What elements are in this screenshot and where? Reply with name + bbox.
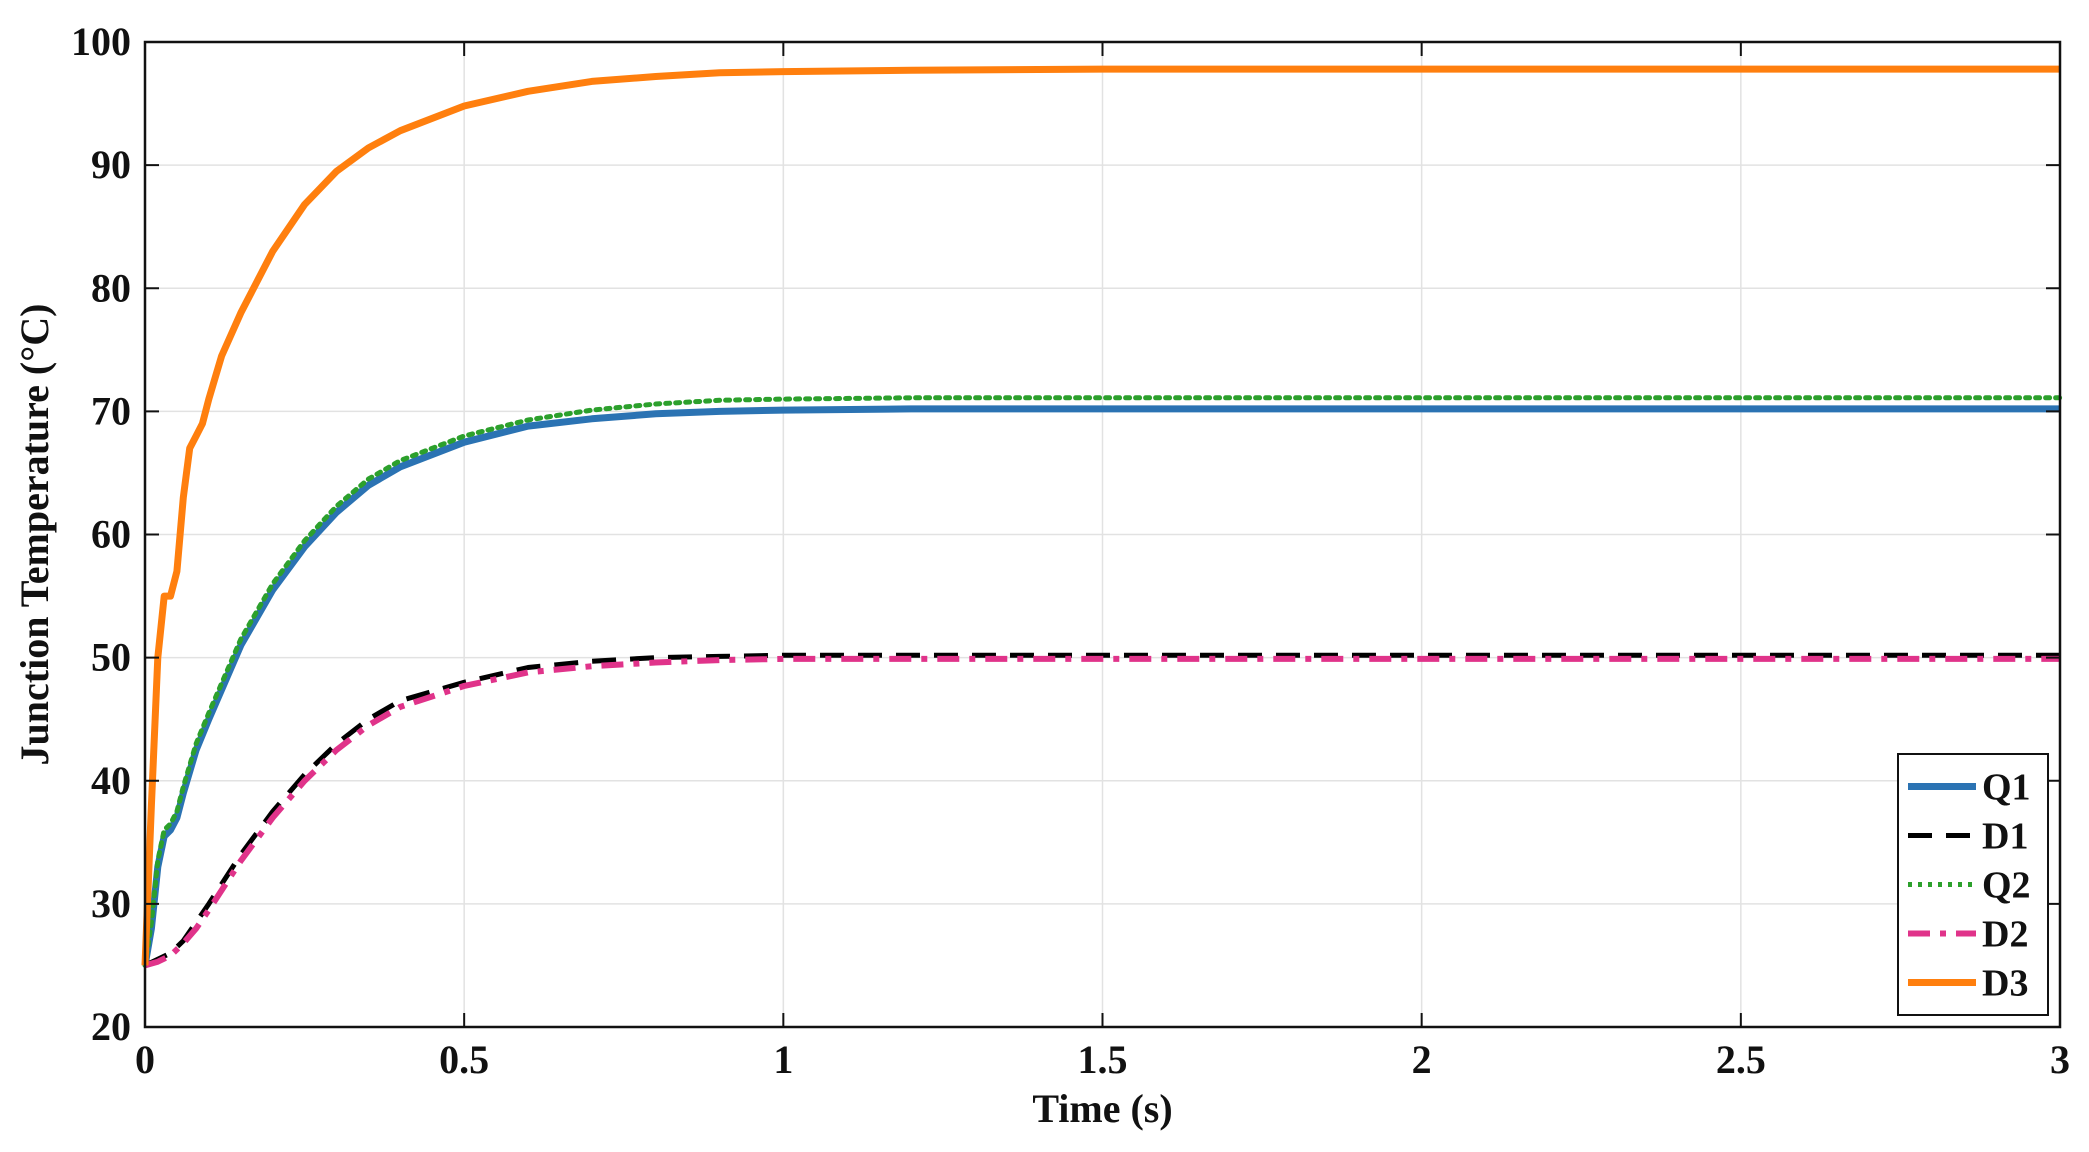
y-tick-label: 30 xyxy=(91,881,131,926)
legend-label-d2: D2 xyxy=(1982,914,2028,956)
legend: Q1 D1 Q2 D2 D3 xyxy=(1897,753,2049,1016)
y-tick-label: 90 xyxy=(91,142,131,187)
x-tick-label: 1.5 xyxy=(1078,1037,1128,1082)
y-tick-label: 60 xyxy=(91,512,131,557)
x-tick-label: 3 xyxy=(2050,1037,2070,1082)
y-axis-label: Junction Temperature (°C) xyxy=(12,304,57,766)
x-tick-label: 2 xyxy=(1412,1037,1432,1082)
legend-label-q1: Q1 xyxy=(1982,767,2031,809)
series-line-d2 xyxy=(144,655,2060,969)
y-tick-label: 70 xyxy=(91,388,131,433)
legend-label-d1: D1 xyxy=(1982,816,2028,858)
y-tick-label: 50 xyxy=(91,635,131,680)
x-tick-label: 2.5 xyxy=(1716,1037,1766,1082)
y-tick-label: 20 xyxy=(91,1004,131,1049)
axis-ticks: 0 0.5 1 1.5 2 2.5 3 20 30 40 50 60 70 80 90 100 xyxy=(71,19,2070,1082)
series-line-q2 xyxy=(142,395,2063,968)
series-line-q1 xyxy=(141,405,2060,966)
series-line-d1 xyxy=(143,652,2060,968)
legend-label-q2: Q2 xyxy=(1982,865,2031,907)
y-tick-label: 40 xyxy=(91,758,131,803)
series-line-d3 xyxy=(141,65,2060,966)
x-tick-label: 0.5 xyxy=(439,1037,489,1082)
series-lines xyxy=(141,65,2063,969)
x-tick-label: 1 xyxy=(773,1037,793,1082)
x-axis-label: Time (s) xyxy=(1032,1086,1172,1131)
y-tick-label: 80 xyxy=(91,265,131,310)
legend-box xyxy=(1897,753,2049,1016)
y-tick-label: 100 xyxy=(71,19,131,64)
grid xyxy=(145,42,2060,1027)
legend-label-d3: D3 xyxy=(1982,963,2028,1005)
x-tick-label: 0 xyxy=(135,1037,155,1082)
